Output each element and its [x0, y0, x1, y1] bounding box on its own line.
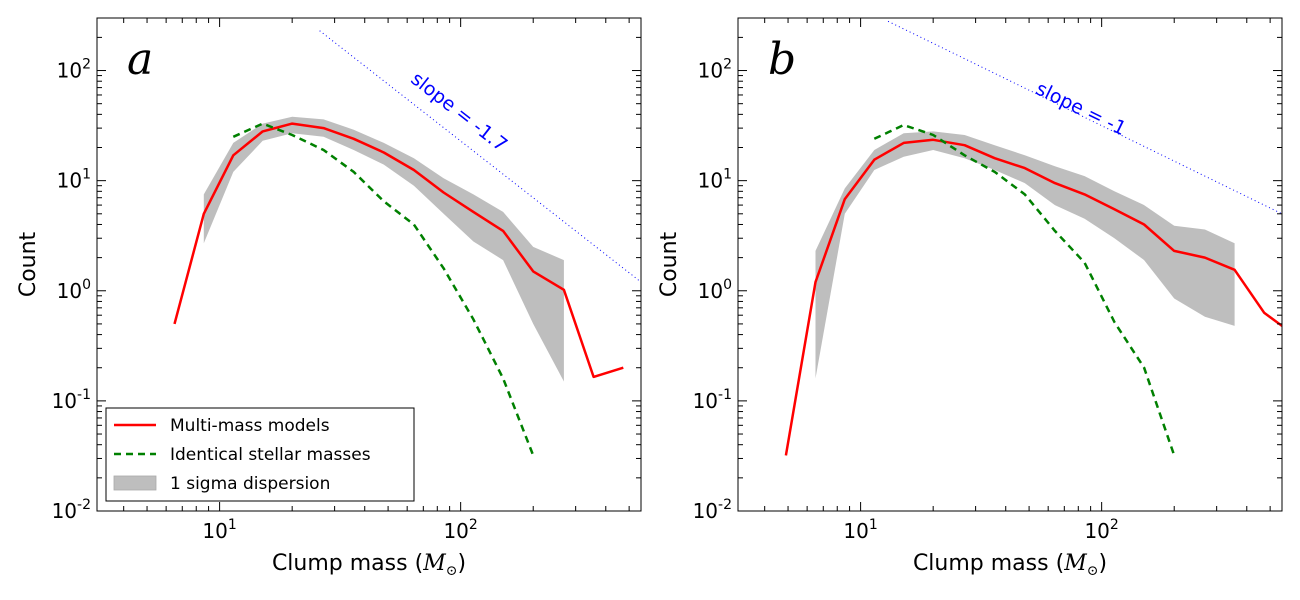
y-tick-label: 100: [57, 277, 91, 303]
x-axis-unit-sub-b: ⊙: [1087, 563, 1099, 579]
legend-swatch-band: [113, 475, 157, 491]
identical-masses-line-a: [232, 122, 535, 456]
axes-frame-b: [737, 17, 1283, 512]
multi-mass-line-a: [173, 122, 624, 379]
x-tick-label: 101: [202, 517, 236, 543]
legend: Multi-mass models Identical stellar masse…: [105, 407, 415, 502]
panel-a: 101 102 10-2 10-1 100 101 102 a Clump mass (M⊙…: [16, 17, 642, 579]
y-tick-label: 102: [57, 57, 91, 83]
panel-label-b: b: [768, 34, 796, 85]
plot-area-b: [784, 20, 1282, 456]
svg-text:Clump mass (M⊙): Clump mass (M⊙): [913, 551, 1107, 579]
y-tick-label: 101: [698, 167, 732, 193]
x-tick-label: 102: [1084, 517, 1118, 543]
x-axis-unit-b: M: [1063, 551, 1087, 576]
x-axis-unit-a: M: [422, 551, 446, 576]
y-tick-label: 10-1: [52, 387, 91, 413]
y-tick-label: 10-1: [693, 387, 732, 413]
identical-masses-line-b: [873, 123, 1176, 456]
panel-label-a: a: [127, 34, 153, 85]
x-axis-label-text-a: Clump mass: [272, 551, 408, 576]
legend-box: [105, 407, 415, 502]
y-tick-label: 10-2: [693, 497, 732, 523]
y-axis-label-b: Count: [657, 231, 682, 297]
x-tick-label: 102: [443, 517, 477, 543]
sigma-band-b: [815, 131, 1235, 379]
x-axis-unit-sub-a: ⊙: [446, 563, 458, 579]
x-axis-label-a: Clump mass (M⊙): [272, 551, 466, 579]
x-tick-label: 101: [843, 517, 877, 543]
ticks-a: 101 102 10-2 10-1 100 101 102: [52, 17, 641, 543]
y-tick-label: 100: [698, 277, 732, 303]
svg-text:Clump mass (M⊙): Clump mass (M⊙): [272, 551, 466, 579]
sigma-band-a: [203, 116, 564, 382]
y-tick-label: 102: [698, 57, 732, 83]
y-axis-label-a: Count: [16, 231, 41, 297]
x-axis-label-b: Clump mass (M⊙): [913, 551, 1107, 579]
slope-label-b: slope = -1: [1032, 78, 1129, 141]
legend-label: Multi-mass models: [170, 416, 330, 436]
multi-mass-line-b: [784, 138, 1282, 456]
y-tick-label: 10-2: [52, 497, 91, 523]
ticks-b: 101 102 10-2 10-1 100 101 102: [693, 17, 1282, 543]
x-axis-label-text-b: Clump mass: [913, 551, 1049, 576]
panel-b: 101 102 10-2 10-1 100 101 102 b Clump mass (M⊙…: [657, 17, 1283, 579]
plot-area-a: [173, 30, 641, 456]
legend-label: 1 sigma dispersion: [170, 474, 330, 494]
axes-frame-a: [96, 17, 642, 512]
y-tick-label: 101: [57, 167, 91, 193]
legend-label: Identical stellar masses: [170, 445, 371, 465]
slope-label-a: slope = -1.7: [407, 68, 512, 157]
